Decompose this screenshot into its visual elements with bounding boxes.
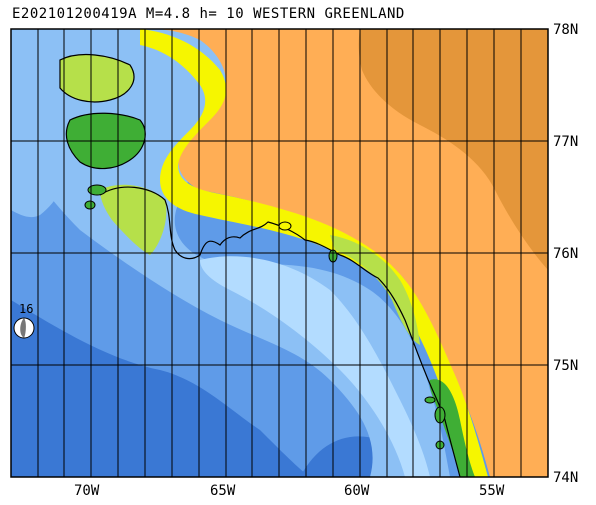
island-e: [424, 396, 436, 404]
island-d: [278, 221, 292, 231]
island-b: [84, 200, 96, 210]
focal-mechanism-beachball[interactable]: 16: [13, 302, 35, 339]
map-title: E202101200419A M=4.8 h= 10 WESTERN GREEN…: [12, 6, 405, 22]
beachball-label: 16: [19, 302, 33, 316]
lat-label-75: 75N: [553, 358, 578, 374]
lat-label-77: 77N: [553, 134, 578, 150]
lon-label-55w: 55W: [479, 483, 505, 499]
graticule: [11, 29, 548, 477]
coastal-green-south: [429, 379, 475, 477]
lon-label-65w: 65W: [210, 483, 236, 499]
lat-label-78: 78N: [553, 22, 578, 38]
map-frame: [10, 28, 549, 478]
map-area: [11, 29, 548, 477]
shelf-patches: [200, 256, 430, 477]
lon-axis-labels: 70W 65W 60W 55W: [74, 483, 505, 499]
coastal-lime-mid: [330, 235, 420, 345]
lon-label-60w: 60W: [344, 483, 370, 499]
coastal-lime-band: [60, 54, 134, 102]
ice-sheet-dark: [358, 29, 548, 270]
lon-label-70w: 70W: [74, 483, 100, 499]
deep-basin: [11, 300, 310, 477]
lat-label-76: 76N: [553, 246, 578, 262]
coastal-lime-peninsula: [100, 184, 167, 255]
lat-label-74: 74N: [553, 470, 578, 486]
lat-axis-labels: 78N 77N 76N 75N 74N: [553, 22, 578, 486]
island-a: [87, 184, 107, 196]
shelf-patches-north: [11, 60, 71, 218]
